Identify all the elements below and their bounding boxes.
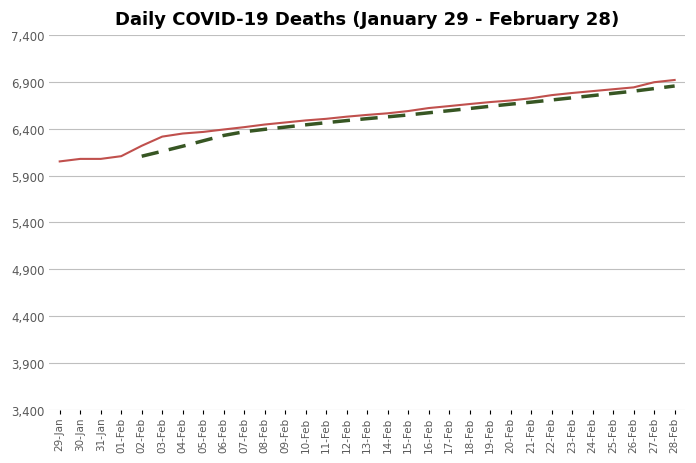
Title: Daily COVID-19 Deaths (January 29 - February 28): Daily COVID-19 Deaths (January 29 - Febr…	[115, 11, 619, 29]
